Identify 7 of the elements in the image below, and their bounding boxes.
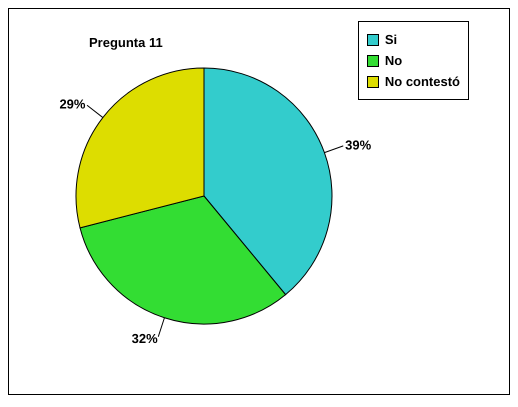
data-label: 29% bbox=[59, 96, 86, 112]
legend-label: Si bbox=[384, 32, 398, 47]
data-label: 39% bbox=[345, 138, 372, 153]
legend-label: No contestó bbox=[384, 74, 460, 89]
legend-label: No bbox=[384, 53, 402, 68]
data-label: 32% bbox=[132, 331, 158, 346]
text: Pregunta 11 bbox=[89, 35, 163, 50]
